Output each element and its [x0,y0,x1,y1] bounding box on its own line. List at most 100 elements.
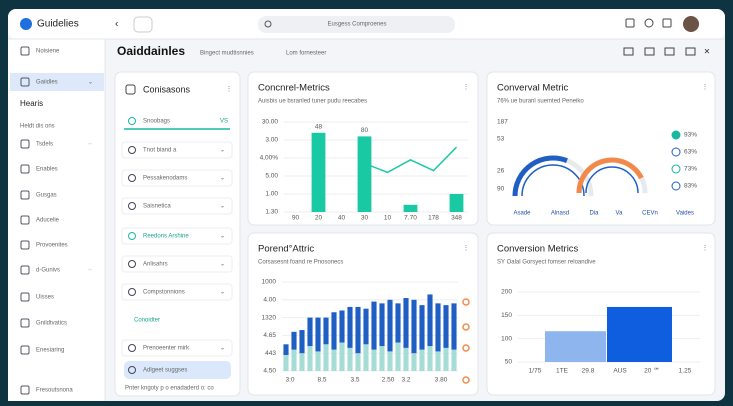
nav-item[interactable]: Aducelie [36,218,60,224]
item-icon [128,344,136,352]
list-label[interactable]: Conoidter [134,318,160,324]
item-icon [128,232,136,240]
x-label: Vaides [676,211,694,217]
bar-segment [307,346,313,371]
chart-subtitle: Corsasesnt foand re Pnosonecs [258,260,343,266]
x-tick-label: 3.5 [350,377,359,384]
chevron: ⌄ [220,234,225,240]
panel-title: Conisasons [143,84,191,94]
badge: VS [220,119,228,125]
list-item[interactable] [121,339,233,357]
legend-dot [671,130,681,140]
icon[interactable] [623,47,634,56]
list-label[interactable]: Pessakenodams [143,176,187,182]
bar-segment [299,353,305,371]
bar-segment [347,347,353,371]
x-tick-label: 178 [428,215,439,222]
list-item[interactable] [121,197,233,215]
y-tick-label: 1000 [262,279,277,286]
bar [449,194,464,212]
list-label[interactable]: Snoobags [143,119,170,125]
chevron: ⌄ [88,80,93,86]
nav-item[interactable]: Noisiene [36,49,60,55]
list-label[interactable]: Adlgeet suggses [143,368,187,374]
list-label[interactable]: Anlisahrs [143,262,168,268]
nav-icon [20,46,30,56]
list-label[interactable]: Tnot biand a [143,148,177,154]
item-icon [128,202,136,210]
tab[interactable]: Bingect mudtisnnies [200,51,254,57]
list-item[interactable] [121,283,233,301]
nav-icon [20,77,30,87]
x-tick-label: 2.50 [382,377,395,384]
bar-segment [379,303,385,347]
nav-item[interactable]: Fresoutsnona [36,388,73,394]
bar-segment [291,349,297,371]
list-label[interactable]: Saisnetica [143,204,171,210]
nav-item[interactable]: Provoenites [36,243,68,249]
list-item[interactable] [121,169,233,187]
bar-segment [371,349,377,371]
bar [607,306,672,362]
logo: Guidelies [37,19,79,30]
x-label: Va [616,211,624,217]
list-item[interactable] [121,141,233,159]
y-tick-label: 5.00 [265,173,278,180]
icon[interactable] [644,47,655,56]
status-icon [462,344,470,352]
nav-item[interactable]: Gaiidles [36,80,58,86]
close[interactable]: × [704,47,710,58]
y-tick-label: 100 [501,335,512,342]
y-tick-label: 1320 [262,314,277,321]
list-label[interactable]: Reedons Arshine [143,234,189,240]
chevron: ⌄ [220,148,225,154]
nav-item[interactable]: Gusgas [36,193,57,199]
icon[interactable] [644,18,654,28]
avatar[interactable] [683,16,699,32]
bar-segment [339,310,345,343]
icon[interactable] [685,47,696,56]
icon[interactable] [664,47,675,56]
bar-segment [443,347,449,371]
menu: ⋮ [463,246,469,252]
icon[interactable] [662,18,672,28]
item-icon [128,288,136,296]
bar-segment [323,344,329,371]
x-tick-label: 20 [315,215,323,222]
x-label: Asade [513,211,531,217]
bar [545,331,606,362]
list-item[interactable] [121,227,233,245]
y-tick-label: 1.30 [265,209,278,216]
legend-dot [671,181,681,191]
x-label: Alnasd [551,211,569,217]
nav-item[interactable]: Uisses [36,295,54,301]
gauge-arc [512,155,568,197]
list-label[interactable]: Compstonnions [143,290,185,296]
list-label[interactable]: Prenoeenter mirk [143,346,190,352]
nav-item[interactable]: Enables [36,167,58,173]
tab[interactable]: Lom fornesteer [286,51,326,57]
search-box[interactable] [258,16,455,33]
list-item[interactable] [121,255,233,273]
item-icon [128,146,136,154]
footer: Pnter kngoty p o enadaderd o: co [125,386,214,392]
search-icon [264,20,272,28]
chart-subtitle: Auisbis ue bsranled tuner pudu reecabes [258,99,367,105]
annotation: 48 [315,124,323,131]
menu: ⋮ [226,87,232,93]
nav-item[interactable]: d-Gunivs [36,268,60,274]
nav-item[interactable]: Enesiaring [36,348,64,354]
bar-segment [403,347,409,371]
button[interactable] [133,16,153,33]
nav-item[interactable]: Tsdels [36,142,53,148]
legend-label: 83% [684,183,697,190]
x-tick-label: 3.2 [401,377,410,384]
x-tick-label: 30 [361,215,369,222]
menu: ⋮ [702,246,708,252]
back[interactable]: ‹ [115,19,118,30]
icon[interactable] [625,18,635,28]
nav-icon [20,164,30,174]
side-label: 90 [497,186,505,193]
nav-item[interactable]: Gnildtvatics [36,321,67,327]
